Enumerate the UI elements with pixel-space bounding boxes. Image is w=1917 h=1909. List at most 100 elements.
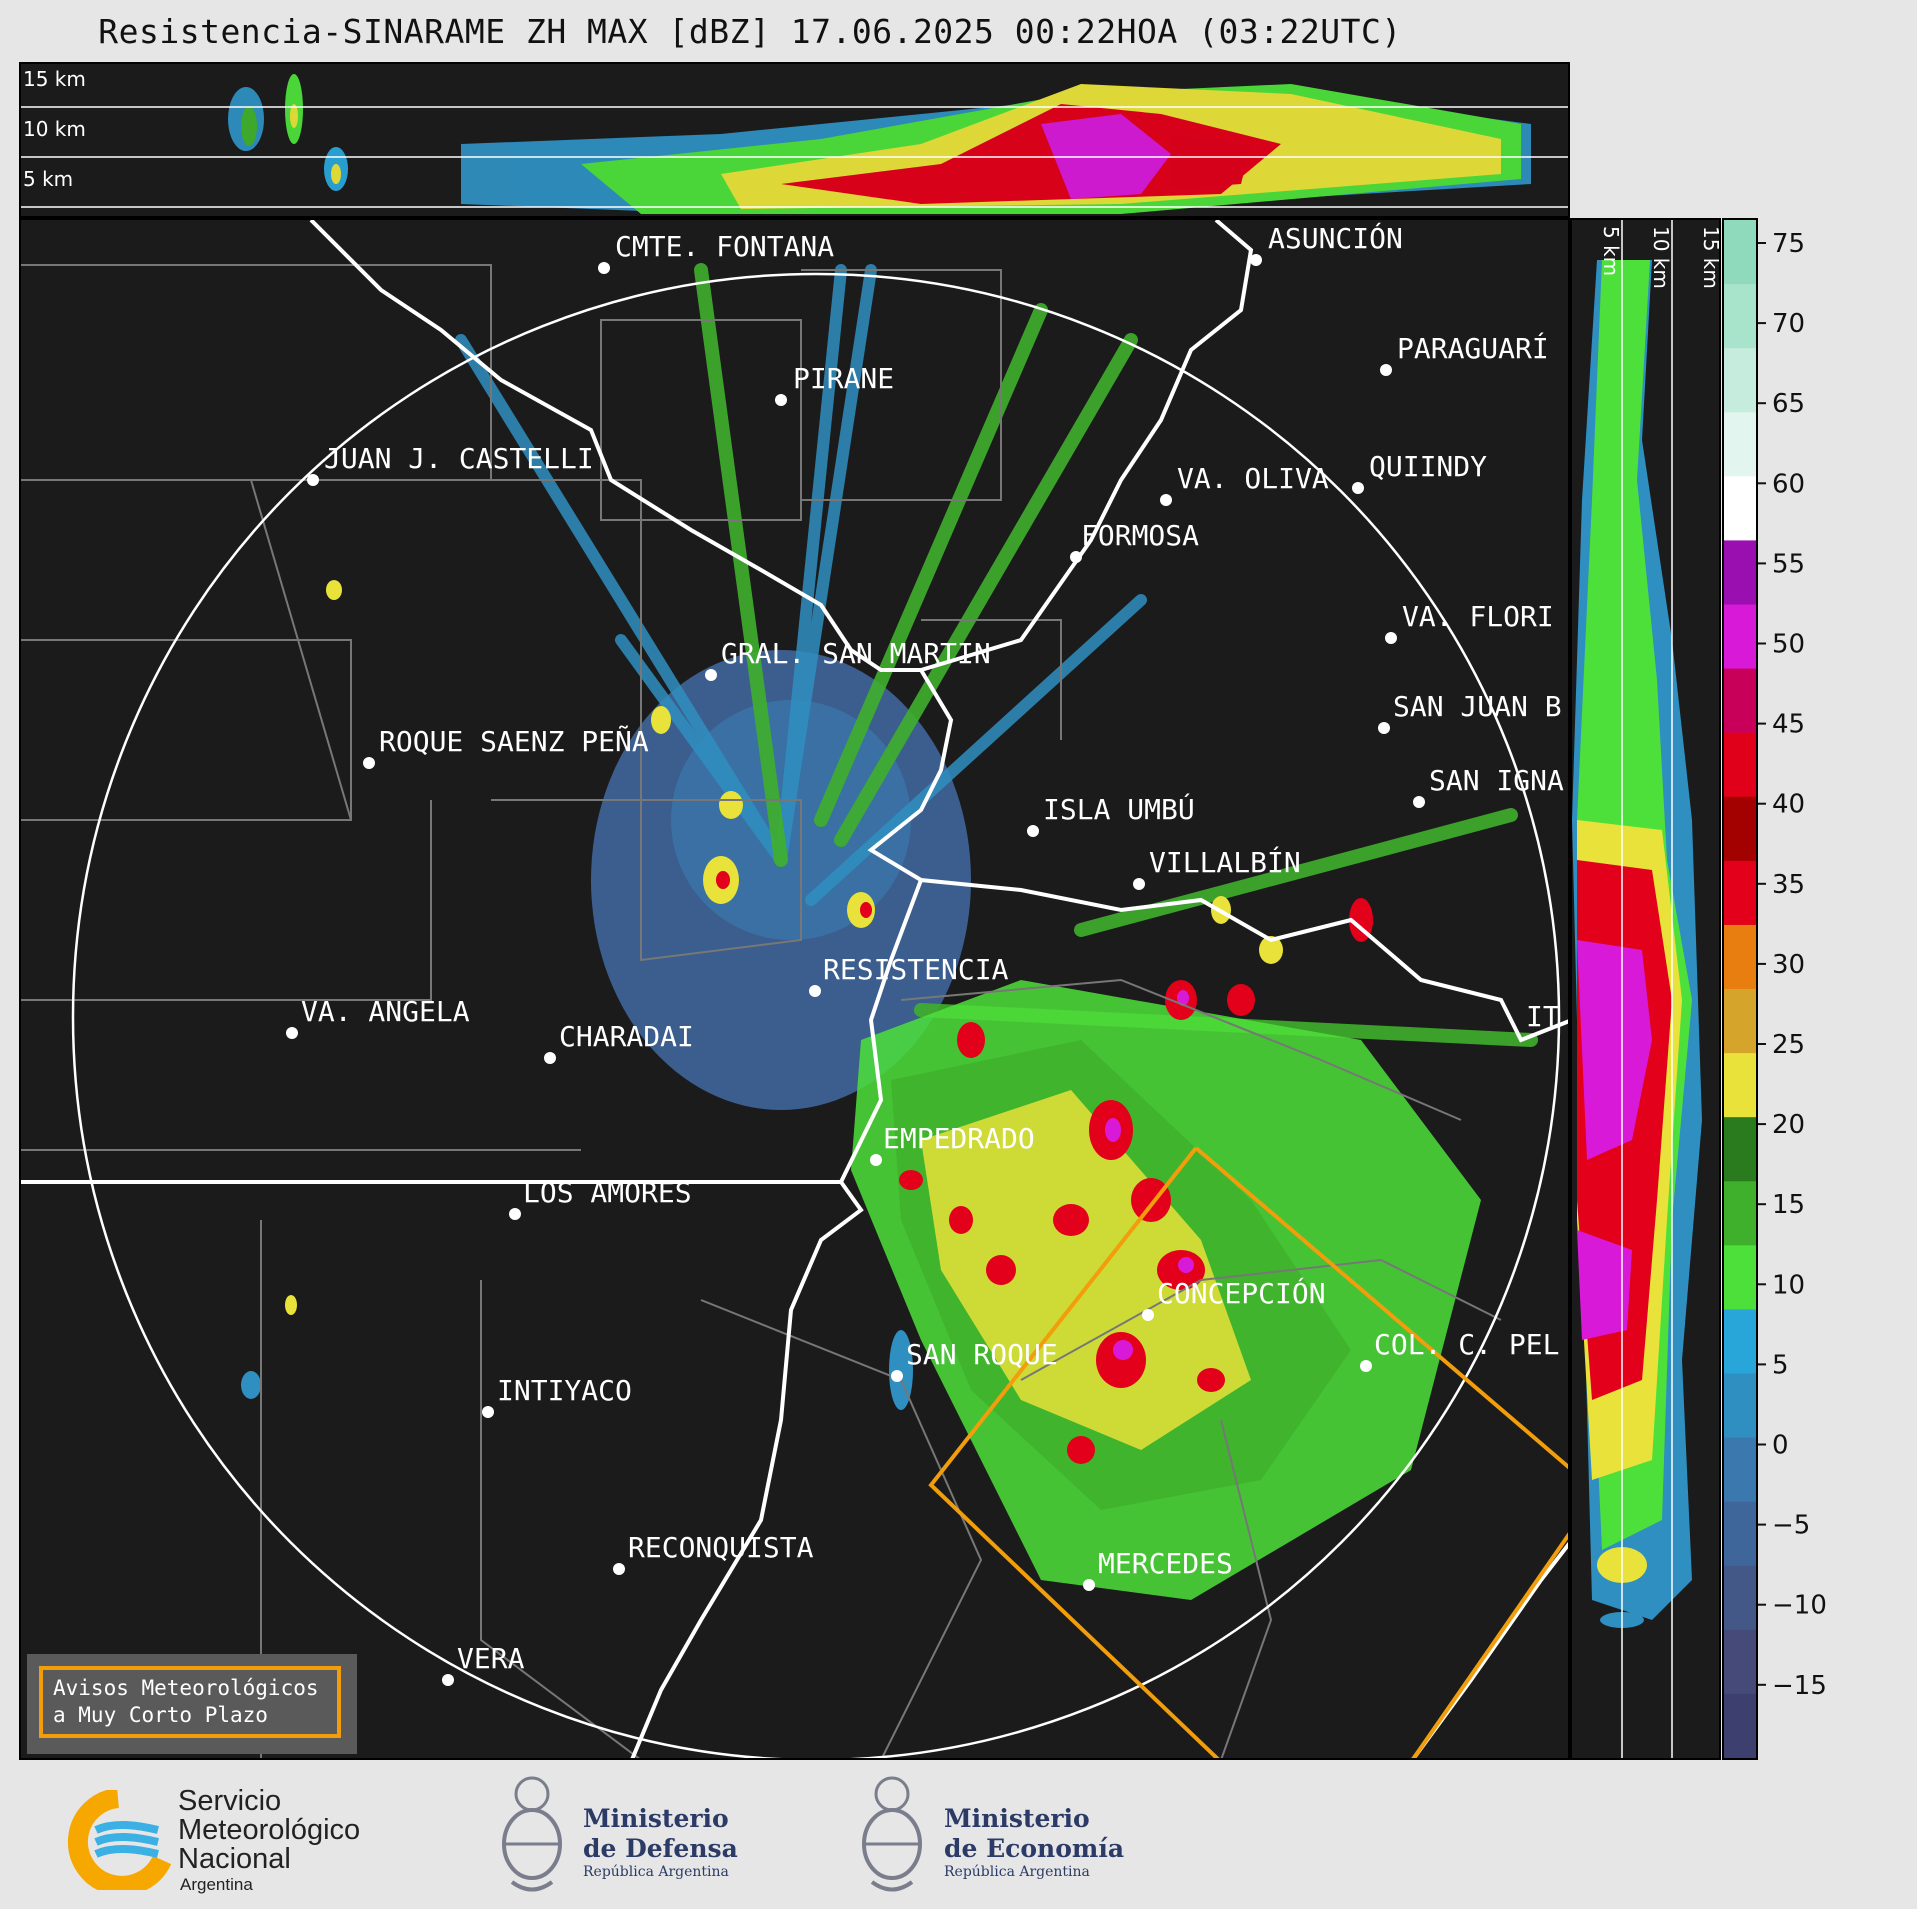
city-markers: CMTE. FONTANA ASUNCIÓN PARAGUARÍ PIRANE … xyxy=(286,221,1564,1686)
colorbar-segment xyxy=(1724,1565,1756,1631)
city-marker xyxy=(1133,878,1145,890)
city-marker xyxy=(1413,796,1425,808)
top-height-label-15: 15 km xyxy=(23,67,86,91)
colorbar-tick-label: −5 xyxy=(1772,1511,1810,1541)
city-marker xyxy=(809,985,821,997)
city-label: VA. FLORI xyxy=(1402,600,1554,633)
colorbar-tick-label: 65 xyxy=(1772,389,1805,419)
side-height-label-5: 5 km xyxy=(1599,226,1623,276)
city-marker xyxy=(442,1674,454,1686)
smn-line-1: Servicio xyxy=(178,1785,282,1817)
radar-echoes xyxy=(241,263,1538,1600)
city-marker xyxy=(509,1208,521,1220)
colorbar-segment xyxy=(1724,604,1756,670)
international-borders xyxy=(21,220,1568,1758)
colorbar-segment xyxy=(1724,1245,1756,1310)
top-height-label-10: 10 km xyxy=(23,117,86,141)
city-label: GRAL. SAN MARTIN xyxy=(721,637,991,670)
city-label: RECONQUISTA xyxy=(628,1531,814,1564)
colorbar-segment xyxy=(1724,1501,1756,1567)
colorbar-tick-label: 20 xyxy=(1772,1110,1805,1140)
colorbar-segment xyxy=(1724,1117,1756,1182)
city-marker xyxy=(1360,1360,1372,1372)
colorbar-ticks: 75 70 65 60 55 50 45 40 35 30 25 20 15 10 5 0 −5 −10 −15 xyxy=(1758,218,1878,1760)
city-marker xyxy=(286,1027,298,1039)
defensa-sub: República Argentina xyxy=(583,1864,729,1880)
colorbar-tick-label: 5 xyxy=(1772,1350,1789,1380)
city-label: CHARADAI xyxy=(559,1020,694,1053)
colorbar-tick-label: 75 xyxy=(1772,229,1805,259)
colorbar-tick-label: 55 xyxy=(1772,549,1805,579)
city-marker xyxy=(1027,825,1039,837)
colorbar-segment xyxy=(1724,668,1756,734)
city-marker xyxy=(1250,254,1262,266)
colorbar-segment xyxy=(1724,1693,1756,1758)
city-label: IT xyxy=(1526,1000,1560,1033)
alert-line-1: Avisos Meteorológicos xyxy=(53,1676,319,1700)
colorbar-segment xyxy=(1724,284,1756,349)
city-label: VERA xyxy=(457,1642,525,1675)
city-label: JUAN J. CASTELLI xyxy=(324,442,594,475)
colorbar-segment xyxy=(1724,989,1756,1054)
colorbar-segment xyxy=(1724,1629,1756,1695)
side-height-label-10: 10 km xyxy=(1649,226,1673,289)
colorbar-tick-label: 15 xyxy=(1772,1190,1805,1220)
colorbar-segment xyxy=(1724,540,1756,605)
smn-logo-icon xyxy=(67,1790,172,1890)
city-label: EMPEDRADO xyxy=(883,1122,1035,1155)
side-height-label-15: 15 km xyxy=(1699,226,1721,289)
range-ring xyxy=(71,272,1561,1758)
city-marker xyxy=(1385,632,1397,644)
city-marker xyxy=(1142,1309,1154,1321)
colorbar-segment xyxy=(1724,860,1756,926)
city-label: PARAGUARÍ xyxy=(1397,331,1549,365)
colorbar-tick-label: 10 xyxy=(1772,1270,1805,1300)
colorbar-segment xyxy=(1724,732,1756,798)
top-height-label-5: 5 km xyxy=(23,167,73,191)
city-marker xyxy=(1083,1579,1095,1591)
colorbar-tick-label: −15 xyxy=(1772,1671,1827,1701)
city-label: COL. C. PEL xyxy=(1374,1328,1559,1361)
colorbar-segment xyxy=(1724,1181,1756,1246)
city-marker xyxy=(363,757,375,769)
colorbar-tick-label: 60 xyxy=(1772,469,1805,499)
alert-line-2: a Muy Corto Plazo xyxy=(53,1703,268,1727)
smn-line-4: Argentina xyxy=(180,1875,253,1894)
side-echo-band xyxy=(1572,260,1702,1628)
colorbar-segment xyxy=(1724,220,1756,285)
city-marker xyxy=(775,394,787,406)
smn-line-2: Meteorológico xyxy=(178,1814,361,1846)
city-label: ASUNCIÓN xyxy=(1268,221,1403,255)
colorbar-segment xyxy=(1724,1309,1756,1374)
coat-of-arms-icon xyxy=(862,1776,922,1892)
colorbar-tick-label: 40 xyxy=(1772,790,1805,820)
city-marker xyxy=(870,1154,882,1166)
city-label: RESISTENCIA xyxy=(823,953,1009,986)
city-marker xyxy=(1352,482,1364,494)
colorbar-tick-label: 25 xyxy=(1772,1030,1805,1060)
city-marker xyxy=(1380,364,1392,376)
city-label: VA. OLIVA xyxy=(1177,462,1329,495)
defensa-line-1: Ministerio xyxy=(583,1804,729,1833)
city-label: LOS AMORES xyxy=(523,1176,692,1209)
city-label: CONCEPCIÓN xyxy=(1157,1276,1326,1310)
city-marker xyxy=(482,1406,494,1418)
colorbar xyxy=(1722,218,1758,1760)
side-cross-section-panel: 5 km 10 km 15 km xyxy=(1570,218,1721,1760)
city-label: VILLALBÍN xyxy=(1149,845,1301,879)
city-label: ROQUE SAENZ PEÑA xyxy=(379,724,649,758)
warning-polygons xyxy=(928,1146,1568,1758)
colorbar-segment xyxy=(1724,1053,1756,1118)
colorbar-segment xyxy=(1724,476,1756,541)
colorbar-tick-label: −10 xyxy=(1772,1591,1827,1621)
city-label: CMTE. FONTANA xyxy=(615,230,834,263)
alert-legend-frame: Avisos Meteorológicos a Muy Corto Plazo xyxy=(39,1666,341,1738)
colorbar-tick-label: 50 xyxy=(1772,630,1805,660)
defensa-line-2: de Defensa xyxy=(583,1834,738,1863)
economia-line-2: de Economía xyxy=(944,1834,1125,1863)
city-label: SAN JUAN B xyxy=(1393,690,1562,723)
city-marker xyxy=(705,669,717,681)
colorbar-segment xyxy=(1724,796,1756,862)
coat-of-arms-icon xyxy=(502,1776,562,1892)
city-label: SAN ROQUE xyxy=(906,1338,1058,1371)
